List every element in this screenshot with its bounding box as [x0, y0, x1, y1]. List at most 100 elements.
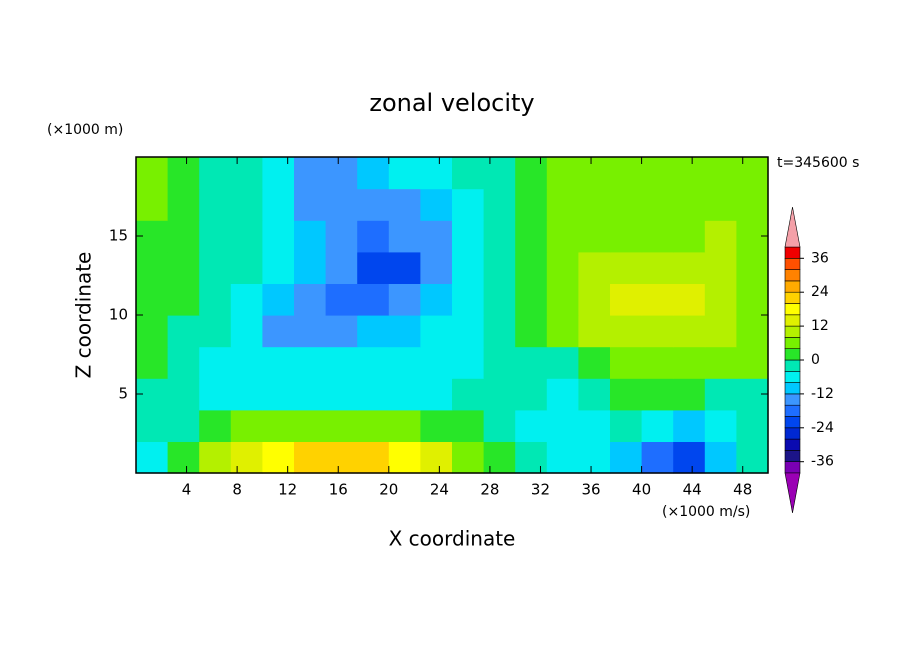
field-cell: [136, 441, 169, 474]
field-cell: [641, 157, 674, 190]
field-cell: [420, 409, 453, 442]
field-cell: [641, 315, 674, 348]
field-cell: [483, 157, 516, 190]
field-cell: [578, 188, 611, 221]
colorbar-under: [784, 472, 801, 514]
field-cell: [388, 409, 421, 442]
field-cell: [704, 409, 737, 442]
field-cell: [704, 157, 737, 190]
colorbar-box: [784, 291, 801, 304]
colorbar-box: [784, 393, 801, 406]
field-cell: [736, 283, 769, 316]
field-cell: [388, 346, 421, 379]
field-cell: [167, 378, 200, 411]
field-cell: [483, 220, 516, 253]
field-cell: [452, 251, 485, 284]
colorbar-box: [784, 438, 801, 451]
field-cell: [483, 251, 516, 284]
field-cell: [483, 283, 516, 316]
colorbar-box: [784, 269, 801, 282]
field-cell: [420, 378, 453, 411]
colorbar-box: [784, 257, 801, 270]
field-cell: [294, 378, 327, 411]
field-cell: [199, 378, 232, 411]
field-cell: [704, 220, 737, 253]
field-cell: [388, 220, 421, 253]
field-cell: [388, 315, 421, 348]
field-cell: [483, 409, 516, 442]
field-cell: [294, 188, 327, 221]
field-cell: [452, 346, 485, 379]
y-axis-label: Z coordinate: [72, 252, 96, 379]
field-cell: [420, 157, 453, 190]
field-cell: [357, 441, 390, 474]
field-cell: [515, 441, 548, 474]
colorbar-box: [784, 280, 801, 293]
field-cell: [262, 409, 295, 442]
field-cell: [578, 346, 611, 379]
field-cell: [452, 220, 485, 253]
colorbar-box: [784, 416, 801, 429]
field-cell: [515, 378, 548, 411]
field-cell: [736, 441, 769, 474]
field-cell: [199, 441, 232, 474]
colorbar-tick-label: 12: [811, 318, 829, 334]
field-cell: [736, 188, 769, 221]
x-tick-label: 28: [480, 481, 499, 499]
field-cell: [673, 188, 706, 221]
field-cell: [136, 188, 169, 221]
field-cell: [704, 441, 737, 474]
field-cell: [230, 283, 263, 316]
field-cell: [483, 441, 516, 474]
field-cell: [610, 378, 643, 411]
field-cell: [388, 251, 421, 284]
field-cell: [262, 441, 295, 474]
field-cell: [262, 220, 295, 253]
field-cell: [546, 346, 579, 379]
colorbar-box: [784, 359, 801, 372]
field-cell: [167, 188, 200, 221]
field-cell: [641, 409, 674, 442]
field-cell: [294, 346, 327, 379]
annotation: t=345600 s: [777, 155, 859, 171]
field-cell: [673, 315, 706, 348]
field-cell: [357, 409, 390, 442]
field-cell: [357, 188, 390, 221]
field-cell: [136, 346, 169, 379]
field-cell: [388, 157, 421, 190]
colorbar-tick-label: 36: [811, 250, 829, 266]
x-tick-label: 44: [683, 481, 702, 499]
field-cell: [230, 378, 263, 411]
field-cell: [515, 346, 548, 379]
field-cell: [420, 315, 453, 348]
field-cell: [641, 378, 674, 411]
field-cell: [136, 251, 169, 284]
x-tick-label: 16: [329, 481, 348, 499]
field-cell: [262, 283, 295, 316]
field-cell: [578, 315, 611, 348]
field-cell: [704, 346, 737, 379]
field-cell: [388, 283, 421, 316]
colorbar-box: [784, 427, 801, 440]
field-cell: [388, 188, 421, 221]
field-cell: [136, 157, 169, 190]
field-cell: [230, 409, 263, 442]
x-tick-label: 12: [278, 481, 297, 499]
field-cell: [610, 409, 643, 442]
field-cell: [262, 157, 295, 190]
field-cell: [167, 251, 200, 284]
field-cell: [483, 346, 516, 379]
field-cell: [736, 346, 769, 379]
field-cell: [515, 409, 548, 442]
field-cell: [420, 441, 453, 474]
x-tick-label: 20: [379, 481, 398, 499]
field-cell: [230, 157, 263, 190]
field-cell: [610, 188, 643, 221]
x-tick-label: 48: [733, 481, 752, 499]
field-cell: [452, 378, 485, 411]
field-cell: [578, 378, 611, 411]
field-cell: [262, 188, 295, 221]
field-cell: [546, 188, 579, 221]
field-cell: [230, 346, 263, 379]
field-cell: [483, 378, 516, 411]
